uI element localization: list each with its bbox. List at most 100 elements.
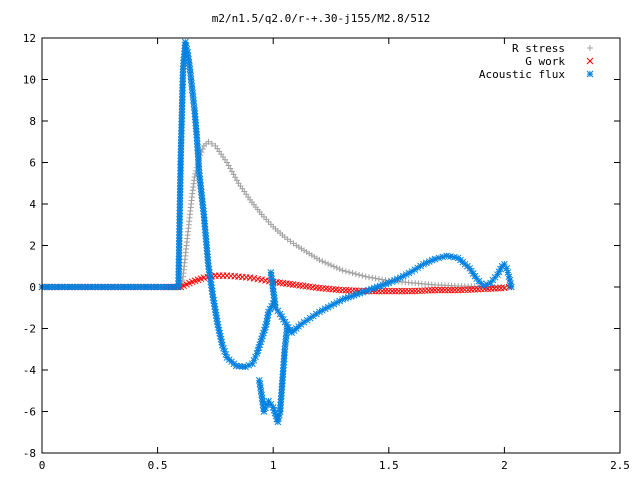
data-point — [401, 287, 409, 295]
data-point — [175, 237, 183, 245]
legend-label: R stress — [512, 42, 565, 55]
data-point — [349, 270, 356, 277]
x-tick-label: 0.5 — [148, 459, 168, 472]
legend-marker — [586, 70, 594, 78]
data-point — [346, 269, 353, 276]
y-tick-label: 6 — [29, 157, 36, 170]
data-point — [418, 287, 426, 295]
y-tick-label: 0 — [29, 281, 36, 294]
data-point — [328, 262, 334, 269]
data-point — [342, 268, 349, 275]
legend-label: G work — [525, 55, 565, 68]
data-point — [352, 270, 359, 277]
data-point — [379, 276, 386, 283]
data-point — [322, 259, 329, 266]
data-point — [504, 269, 512, 276]
data-point — [385, 287, 393, 295]
data-point — [503, 264, 511, 272]
data-point — [398, 287, 406, 295]
data-point — [179, 84, 186, 91]
data-point — [179, 78, 187, 85]
data-point — [258, 394, 266, 402]
data-point — [330, 263, 337, 270]
data-point — [382, 287, 389, 295]
data-point — [507, 283, 515, 291]
data-point — [336, 266, 343, 273]
data-point — [425, 287, 432, 294]
legend-label: Acoustic flux — [479, 68, 565, 81]
y-tick-label: 2 — [29, 240, 36, 253]
series-layer — [38, 38, 515, 426]
data-point — [431, 255, 439, 263]
data-point — [175, 259, 183, 266]
data-point — [179, 71, 187, 79]
data-point — [175, 271, 182, 279]
data-point — [178, 114, 186, 122]
x-tick-label: 1 — [270, 459, 277, 472]
data-point — [176, 191, 184, 199]
y-tick-label: -8 — [23, 447, 36, 460]
data-point — [208, 140, 215, 147]
data-point — [319, 258, 326, 265]
data-point — [176, 216, 183, 223]
data-point — [431, 286, 439, 294]
y-tick-label: 4 — [29, 198, 36, 211]
plot-frame — [41, 37, 621, 454]
data-point — [199, 146, 206, 153]
data-point — [378, 287, 386, 295]
x-tick-label: 0 — [39, 459, 46, 472]
y-tick-label: 10 — [23, 74, 36, 87]
data-point — [435, 254, 443, 262]
data-point — [178, 105, 186, 113]
data-point — [177, 148, 185, 156]
data-point — [369, 274, 376, 281]
series-acoustic-flux — [38, 38, 515, 426]
data-point — [280, 355, 288, 362]
data-point — [194, 153, 202, 161]
data-point — [342, 286, 350, 294]
y-tick-label: -4 — [23, 364, 37, 377]
data-point — [177, 142, 185, 150]
data-point — [359, 272, 366, 279]
data-point — [405, 287, 412, 295]
data-point — [339, 267, 346, 274]
data-point — [178, 108, 186, 116]
data-point — [177, 154, 185, 162]
data-point — [178, 111, 186, 119]
data-point — [372, 275, 379, 282]
series-r-stress — [39, 138, 513, 290]
data-point — [362, 273, 369, 280]
legend-marker — [587, 45, 593, 51]
legend-marker — [586, 57, 594, 65]
data-point — [365, 274, 372, 281]
chart-title: m2/n1.5/q2.0/r-+.30-j155/M2.8/512 — [212, 12, 431, 25]
axis-ticks: 0 0.5 1 1.5 2 2.5 -8 -6 -4 -2 0 2 4 6 8 10 12 — [23, 32, 630, 472]
y-tick-label: 12 — [23, 32, 36, 45]
data-point — [339, 286, 346, 294]
data-point — [179, 68, 187, 76]
data-point — [316, 257, 323, 264]
x-tick-label: 2 — [501, 459, 508, 472]
data-point — [375, 275, 382, 282]
data-point — [178, 99, 186, 107]
data-point — [333, 264, 340, 271]
data-point — [408, 287, 416, 295]
data-point — [176, 179, 184, 187]
data-point — [421, 287, 429, 294]
x-tick-label: 2.5 — [610, 459, 630, 472]
data-point — [428, 286, 436, 294]
data-point — [175, 249, 183, 257]
data-point — [178, 121, 185, 128]
data-point — [415, 287, 422, 295]
y-tick-label: -6 — [23, 406, 36, 419]
data-point — [176, 185, 184, 193]
data-point — [280, 358, 288, 366]
y-tick-label: -2 — [23, 323, 36, 336]
data-point — [175, 268, 183, 276]
data-point — [277, 392, 285, 400]
y-tick-label: 8 — [29, 115, 36, 128]
data-point — [388, 287, 396, 295]
data-point — [197, 185, 205, 193]
